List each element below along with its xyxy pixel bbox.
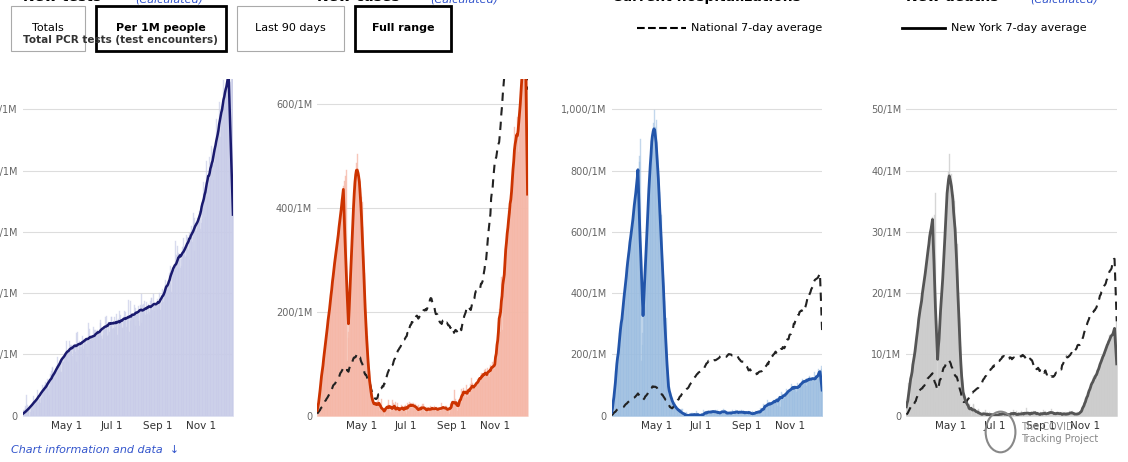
Text: Total PCR tests (test encounters): Total PCR tests (test encounters) (23, 35, 218, 45)
Text: Chart information and data  ↓: Chart information and data ↓ (11, 445, 179, 455)
FancyBboxPatch shape (96, 6, 226, 51)
Text: Totals: Totals (32, 23, 64, 33)
FancyBboxPatch shape (237, 6, 344, 51)
FancyBboxPatch shape (11, 6, 85, 51)
Text: Last 90 days: Last 90 days (255, 23, 326, 33)
Text: New deaths: New deaths (906, 0, 998, 4)
Text: New cases: New cases (317, 0, 399, 4)
Text: The COVID
Tracking Project: The COVID Tracking Project (1021, 422, 1098, 444)
Text: (Calculated): (Calculated) (430, 0, 497, 4)
Text: New York 7-day average: New York 7-day average (951, 23, 1086, 33)
Text: National 7-day average: National 7-day average (691, 23, 822, 33)
Text: New tests: New tests (23, 0, 100, 4)
Text: Per 1M people: Per 1M people (116, 23, 205, 33)
Text: Current hospitalizations: Current hospitalizations (611, 0, 801, 4)
FancyBboxPatch shape (355, 6, 451, 51)
Text: Full range: Full range (372, 23, 434, 33)
Text: (Calculated): (Calculated) (1031, 0, 1099, 4)
Text: (Calculated): (Calculated) (135, 0, 203, 4)
